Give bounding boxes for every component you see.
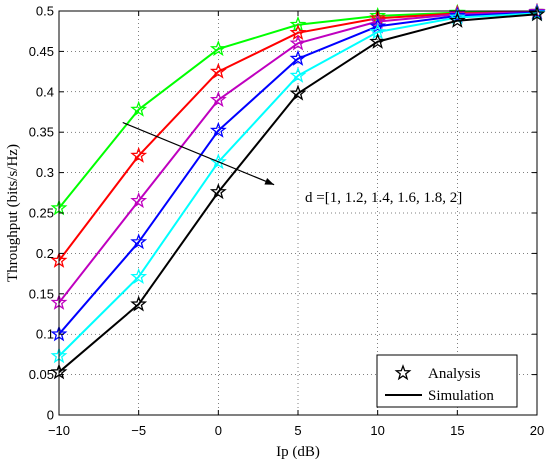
legend-analysis-star-icon [394,364,412,381]
star-marker [369,32,387,49]
star-marker [209,90,227,108]
annotation-arrowhead [264,178,275,185]
x-tick-label: 0 [215,423,222,438]
star-marker [209,183,227,200]
star-marker [209,62,227,79]
star-marker [289,49,307,66]
x-tick-label: −10 [48,423,70,438]
y-tick-label: 0.45 [29,44,54,59]
legend-analysis-label: Analysis [428,366,481,382]
y-tick-label: 0.3 [36,165,54,180]
star-marker [448,11,466,28]
x-axis-label: Ip (dB) [276,444,320,460]
legend-star-shape [394,364,412,381]
y-tick-label: 0.5 [36,4,54,19]
star-marker [130,233,148,250]
legend-box [376,354,518,408]
star-marker [289,84,307,101]
legend-simulation-label: Simulation [428,388,494,404]
x-tick-label: 5 [294,423,301,438]
y-tick-label: 0.15 [29,286,54,301]
star-marker [130,146,148,163]
series-line [58,12,538,357]
x-tick-label: 10 [370,423,384,438]
y-tick-label: 0.35 [29,125,54,140]
x-tick-label: 20 [530,423,544,438]
y-axis-label: Throughput (bits/s/Hz) [5,144,21,282]
grid-lines [59,11,537,415]
star-marker [130,295,148,312]
y-tick-label: 0.2 [36,246,54,261]
star-marker [209,121,227,138]
y-tick-label: 0 [47,408,54,423]
series-line [58,13,538,373]
star-marker [448,6,466,24]
star-marker [130,191,148,209]
y-tick-label: 0.25 [29,206,54,221]
annotation-arrow [122,121,275,186]
star-marker [369,17,387,34]
annotation-text: d =[1, 1.2, 1.4, 1.6, 1.8, 2] [305,190,462,206]
y-tick-label: 0.1 [36,327,54,342]
x-tick-label: 15 [450,423,464,438]
star-marker [130,100,148,117]
star-marker [289,34,307,51]
star-marker [209,40,227,57]
y-tick-label: 0.05 [29,367,54,382]
legend: Analysis Simulation [376,354,518,408]
star-marker [289,66,307,83]
annotation: d =[1, 1.2, 1.4, 1.6, 1.8, 2] [122,121,462,206]
axis-ticks: −10 −5 0 5 10 15 20 0 0.05 0.1 0.15 0.2 0.25 0.3 0.35 0… [29,4,545,439]
star-marker [130,267,148,285]
y-tick-label: 0.4 [36,84,54,99]
x-tick-label: −5 [131,423,146,438]
